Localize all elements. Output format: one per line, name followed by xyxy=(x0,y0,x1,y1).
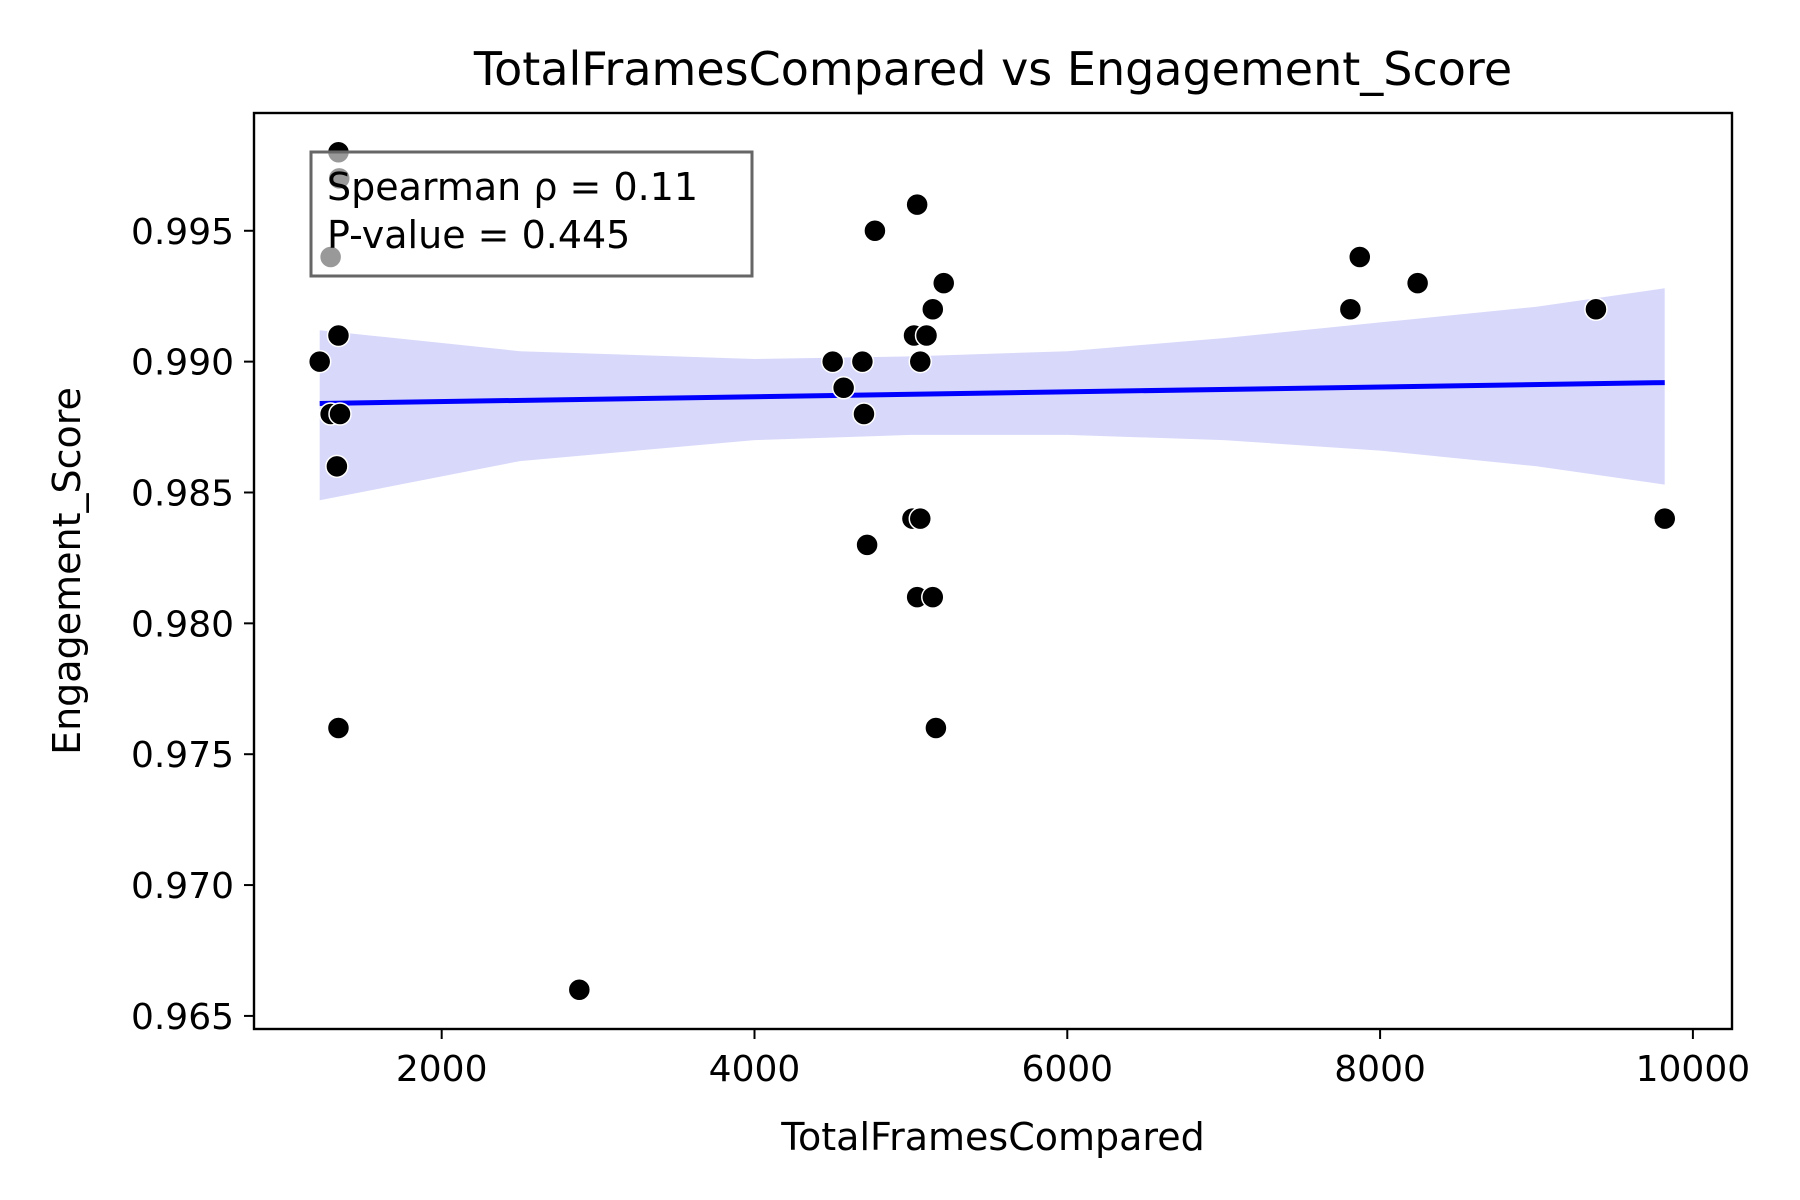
x-tick-label: 6000 xyxy=(1021,1049,1113,1090)
data-point xyxy=(863,219,887,243)
data-point xyxy=(1584,297,1608,322)
data-point xyxy=(326,716,351,740)
data-point xyxy=(820,349,845,374)
stats-annotation: Spearman ρ = 0.11 P-value = 0.445 xyxy=(309,150,754,278)
data-point xyxy=(905,192,929,217)
x-tick-label: 4000 xyxy=(709,1049,801,1090)
data-point xyxy=(921,585,945,609)
x-tick-label: 2000 xyxy=(396,1049,488,1090)
data-point xyxy=(931,271,956,295)
data-point xyxy=(328,402,352,426)
regression-line-layer xyxy=(319,380,1665,407)
data-point xyxy=(852,402,876,426)
y-tick-label: 0.975 xyxy=(131,735,234,776)
x-tick-label: 10000 xyxy=(1636,1049,1751,1090)
data-point xyxy=(924,716,948,740)
y-axis-title: Engagement_Score xyxy=(45,387,89,755)
data-point xyxy=(1338,297,1363,322)
data-point xyxy=(908,506,933,531)
y-axis-ticks: 0.965 0.970 0.975 0.980 0.985 0.990 0.995 xyxy=(131,212,254,1038)
y-tick-label: 0.965 xyxy=(131,997,234,1038)
annotation-box-frame xyxy=(309,150,754,278)
regression-line xyxy=(319,380,1665,407)
y-tick-label: 0.980 xyxy=(131,604,234,645)
data-point xyxy=(1652,506,1677,531)
y-tick-label: 0.995 xyxy=(131,212,234,253)
y-tick-label: 0.985 xyxy=(131,473,234,514)
data-point xyxy=(908,349,933,374)
chart-title: TotalFramesCompared vs Engagement_Score xyxy=(473,42,1512,96)
data-point xyxy=(325,454,349,479)
x-axis-ticks: 2000 4000 6000 8000 10000 xyxy=(396,1029,1750,1090)
x-axis-title: TotalFramesCompared xyxy=(780,1115,1204,1159)
data-point xyxy=(921,297,945,322)
plot-frame xyxy=(252,111,1734,1031)
data-point xyxy=(307,349,332,374)
data-point xyxy=(326,323,351,348)
data-point xyxy=(1405,271,1430,295)
data-point xyxy=(1348,245,1372,269)
data-point xyxy=(831,376,856,400)
data-point xyxy=(914,323,939,348)
data-point xyxy=(855,533,879,557)
data-point xyxy=(850,349,875,374)
annotation-line-spearman: Spearman ρ = 0.11 xyxy=(327,165,698,209)
x-tick-label: 8000 xyxy=(1334,1049,1426,1090)
data-point xyxy=(567,977,592,1002)
y-tick-label: 0.970 xyxy=(131,866,234,907)
annotation-line-pvalue: P-value = 0.445 xyxy=(327,213,630,257)
y-tick-label: 0.990 xyxy=(131,343,234,384)
